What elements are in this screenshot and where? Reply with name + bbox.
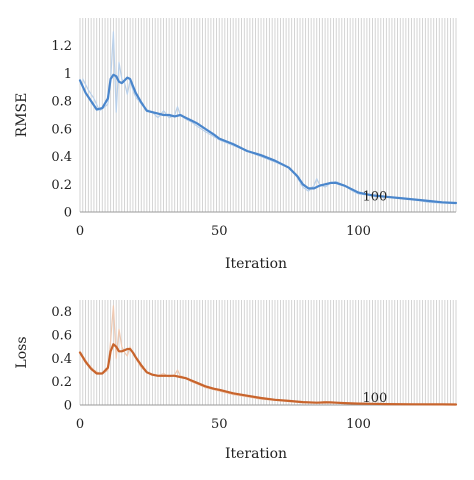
loss-y-tick-label: 0.2	[51, 375, 72, 390]
rmse-smoothed-series-line	[78, 73, 458, 205]
rmse-y-axis-label: RMSE	[14, 93, 30, 138]
loss-y-tick-label: 0.6	[51, 329, 72, 344]
rmse-y-tick-label: 0.2	[51, 178, 72, 193]
rmse-x-tick-label: 50	[211, 224, 228, 239]
loss-y-tick-label: 0.4	[51, 352, 72, 367]
rmse-y-tick-label: 0.8	[51, 95, 72, 110]
rmse-y-tick-label: 0.4	[51, 150, 72, 165]
rmse-grid	[79, 18, 457, 212]
loss-x-tick-label: 50	[211, 417, 228, 432]
rmse-annotation: 100	[363, 189, 388, 204]
loss-y-tick-label: 0	[64, 399, 72, 414]
rmse-x-tick-label: 100	[346, 224, 371, 239]
rmse-panel: 0 0.2 0.4 0.6 0.8 1 1.2 0 50 100 100 Iteration RMSE	[14, 18, 458, 272]
rmse-x-axis-label: Iteration	[225, 256, 287, 272]
loss-panel: 0 0.2 0.4 0.6 0.8 0 50 100 100 Iteration Loss	[14, 300, 458, 462]
loss-smoothed-series-line	[78, 343, 458, 406]
loss-x-axis-label: Iteration	[225, 446, 287, 462]
rmse-y-tick-label: 0	[64, 206, 72, 221]
loss-y-tick-label: 0.8	[51, 305, 72, 320]
loss-grid	[79, 300, 457, 405]
rmse-y-tick-label: 0.6	[51, 122, 72, 137]
loss-x-tick-label: 0	[76, 417, 84, 432]
loss-y-axis-label: Loss	[14, 336, 30, 368]
loss-annotation: 100	[363, 391, 388, 406]
rmse-y-tick-label: 1	[64, 67, 72, 82]
rmse-y-tick-label: 1.2	[51, 39, 72, 54]
loss-x-tick-label: 100	[346, 417, 371, 432]
rmse-x-tick-label: 0	[76, 224, 84, 239]
